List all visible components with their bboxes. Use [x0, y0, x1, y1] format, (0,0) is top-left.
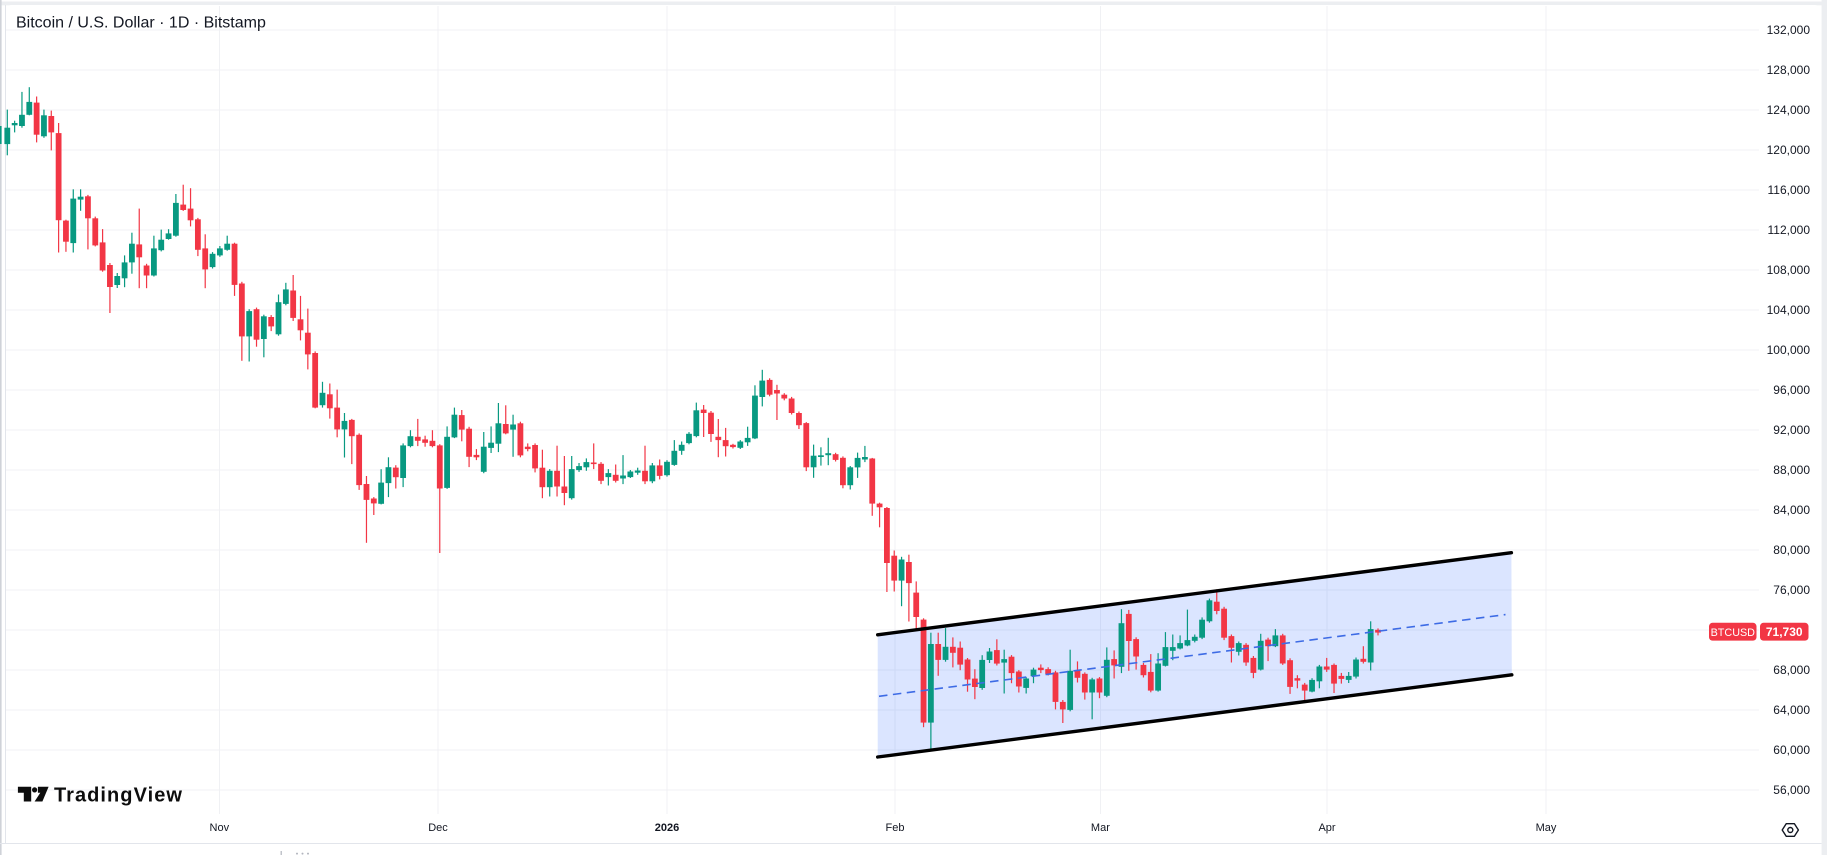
svg-text:Bitcoin / U.S. Dollar · 1D · B: Bitcoin / U.S. Dollar · 1D · Bitstamp [16, 15, 266, 32]
svg-text:71,730: 71,730 [1766, 625, 1803, 639]
svg-text:108,000: 108,000 [1767, 263, 1811, 277]
svg-text:116,000: 116,000 [1768, 183, 1811, 197]
svg-text:TradingView: TradingView [54, 785, 183, 807]
svg-text:2026: 2026 [655, 822, 679, 834]
svg-text:128,000: 128,000 [1767, 63, 1811, 77]
svg-text:100,000: 100,000 [1767, 343, 1811, 357]
svg-text:56,000: 56,000 [1773, 783, 1810, 797]
svg-text:Mar: Mar [1091, 822, 1110, 834]
svg-text:124,000: 124,000 [1767, 103, 1811, 117]
svg-text:88,000: 88,000 [1773, 463, 1810, 477]
svg-text:Nov: Nov [210, 822, 230, 834]
svg-text:Feb: Feb [886, 822, 905, 834]
svg-text:60,000: 60,000 [1773, 743, 1810, 757]
svg-text:BTCUSD: BTCUSD [1711, 627, 1756, 639]
svg-text:132,000: 132,000 [1767, 23, 1811, 37]
svg-text:92,000: 92,000 [1773, 423, 1810, 437]
svg-text:May: May [1536, 822, 1557, 834]
svg-text:Apr: Apr [1318, 822, 1335, 834]
svg-text:112,000: 112,000 [1768, 223, 1811, 237]
svg-text:104,000: 104,000 [1767, 303, 1811, 317]
svg-text:80,000: 80,000 [1773, 543, 1810, 557]
svg-text:Dec: Dec [428, 822, 448, 834]
svg-text:68,000: 68,000 [1773, 663, 1810, 677]
svg-text:96,000: 96,000 [1773, 383, 1810, 397]
svg-text:64,000: 64,000 [1773, 703, 1810, 717]
svg-text:120,000: 120,000 [1767, 143, 1811, 157]
svg-text:84,000: 84,000 [1773, 503, 1810, 517]
svg-text:76,000: 76,000 [1773, 583, 1810, 597]
